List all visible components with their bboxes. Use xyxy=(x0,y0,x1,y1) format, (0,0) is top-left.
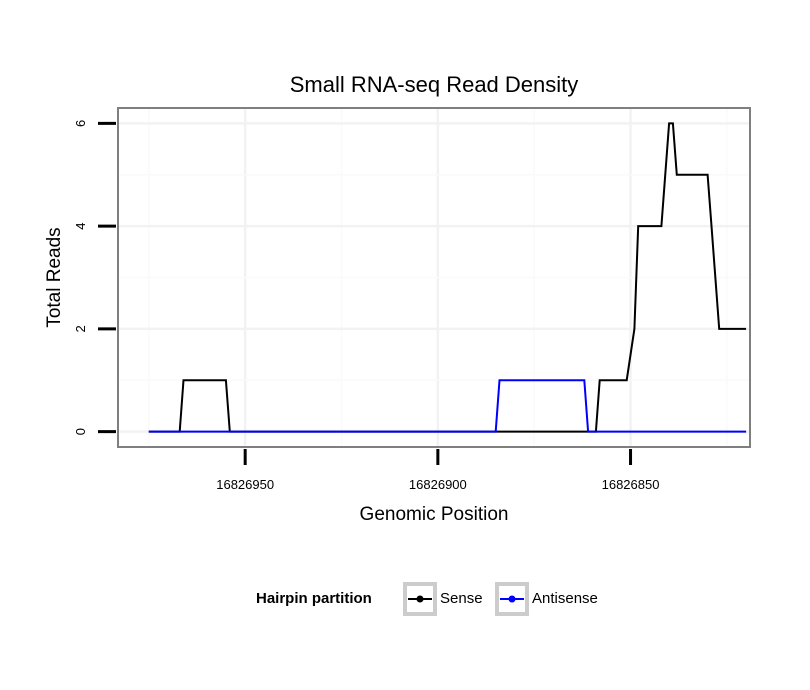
legend-title: Hairpin partition xyxy=(256,590,372,607)
legend-label-sense: Sense xyxy=(440,590,483,607)
y-axis-label: Total Reads xyxy=(44,227,65,327)
x-tick-label: 16826900 xyxy=(409,477,467,492)
series-layer xyxy=(148,122,747,433)
legend: Hairpin partition Sense Antisense xyxy=(256,582,598,616)
y-tick-label: 0 xyxy=(73,428,88,435)
legend-dot-antisense xyxy=(508,595,516,603)
y-tick-label: 2 xyxy=(73,325,88,332)
series-line-sense xyxy=(148,122,747,433)
x-axis: 16826950 16826900 16826850 xyxy=(216,449,659,492)
gridlines xyxy=(118,108,750,447)
chart-title: Small RNA-seq Read Density xyxy=(290,72,579,97)
x-axis-label: Genomic Position xyxy=(360,504,509,525)
series-line-antisense xyxy=(148,379,747,433)
y-tick-label: 6 xyxy=(73,120,88,127)
plot-panel xyxy=(117,107,751,448)
legend-dot-sense xyxy=(416,595,424,603)
legend-label-antisense: Antisense xyxy=(532,590,598,607)
x-tick-label: 16826850 xyxy=(602,477,660,492)
y-tick-label: 4 xyxy=(73,223,88,230)
y-axis: 0 2 4 6 xyxy=(73,120,116,435)
x-tick-label: 16826950 xyxy=(216,477,274,492)
